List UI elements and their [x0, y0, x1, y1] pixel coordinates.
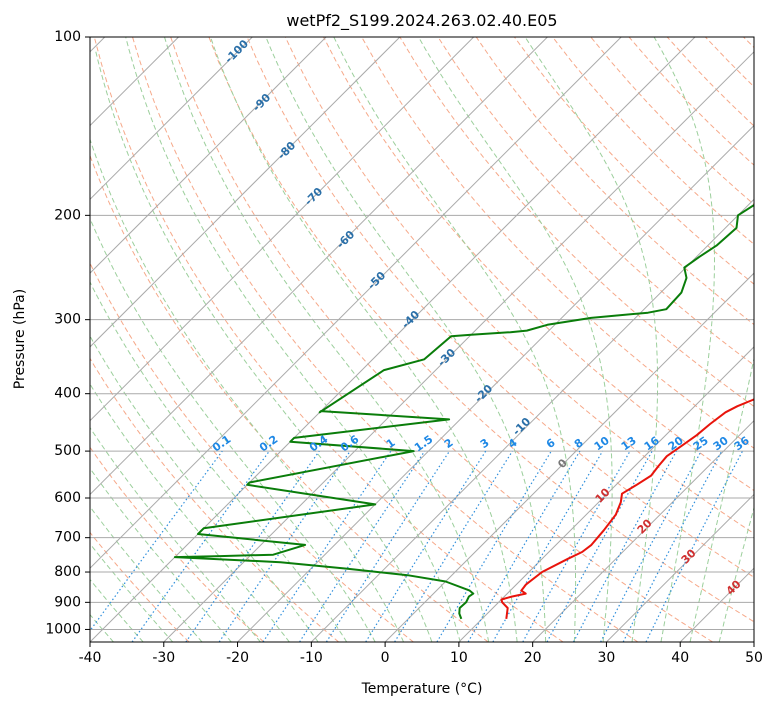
isotherm-line: [606, 493, 754, 642]
y-tick-label: 300: [54, 312, 81, 328]
x-tick-label: 0: [381, 650, 390, 666]
y-tick-label: 700: [54, 530, 81, 546]
mixing-ratio-line: [299, 450, 426, 642]
dry-adiabat-line: [284, 37, 754, 535]
background-lines: [90, 37, 754, 642]
moist-adiabat-line: [90, 542, 174, 642]
isotherm-line: [90, 37, 696, 642]
x-tick-label: 30: [598, 650, 616, 666]
dry-adiabat-line: [323, 37, 754, 492]
y-axis-label: Pressure (hPa): [12, 289, 28, 389]
y-tick-label: 1000: [45, 621, 81, 637]
moist-adiabat-line: [90, 578, 144, 642]
x-tick-label: -30: [152, 650, 175, 666]
isotherm-line: [90, 37, 253, 201]
x-tick-label: -20: [226, 650, 249, 666]
dewpoint-trace: [173, 203, 754, 620]
moist-adiabat-line: [524, 37, 659, 642]
isotherm-line: [90, 37, 401, 348]
mixing-ratio-line: [572, 450, 677, 642]
isotherm-line: [90, 37, 622, 569]
isotherm-line: [90, 37, 327, 274]
x-tick-label: 20: [524, 650, 542, 666]
moist-adiabat-line: [94, 49, 433, 642]
dry-adiabat-line: [132, 37, 639, 642]
mixing-ratio-line: [546, 450, 653, 642]
mixing-ratio-line: [325, 450, 450, 642]
moist-adiabat-line: [90, 137, 405, 642]
mixing-ratio-line: [522, 450, 631, 642]
x-tick-label: -10: [300, 650, 323, 666]
y-tick-label: 400: [54, 386, 81, 402]
moist-adiabat-line: [125, 37, 461, 642]
mixing-ratio-line: [394, 450, 513, 642]
dry-adiabat-line: [90, 154, 489, 642]
y-tick-label: 100: [54, 29, 81, 45]
y-tick-label: 900: [54, 594, 81, 610]
moist-adiabat-line: [90, 426, 261, 642]
moist-adiabat-line: [90, 217, 376, 642]
mixing-ratio-line: [262, 450, 392, 642]
dry-adiabat-line: [93, 37, 564, 642]
moist-adiabat-line: [333, 37, 577, 642]
sounding-traces: [173, 203, 754, 620]
temperature-trace: [500, 398, 754, 620]
moist-adiabat-line: [689, 356, 754, 642]
moist-adiabat-line: [653, 37, 715, 642]
isotherm-line: [310, 198, 754, 642]
moist-adiabat-line: [90, 280, 348, 642]
axis-ticks: -40 -30 -20 -10 0 10 20 30 40 50 100 200 300 400 500 60…: [45, 29, 763, 666]
x-tick-label: 40: [671, 650, 689, 666]
moist-adiabat-line: [718, 505, 754, 642]
isotherm-line: [532, 419, 754, 642]
moist-adiabat-line: [265, 37, 547, 642]
moist-adiabat-line: [90, 505, 203, 642]
y-tick-label: 500: [54, 443, 81, 459]
dry-adiabat-line: [437, 37, 754, 366]
y-tick-label: 800: [54, 564, 81, 580]
moist-adiabat-line: [418, 37, 613, 642]
isotherm-line: [90, 37, 548, 496]
mixing-ratio-line: [90, 450, 223, 632]
dry-adiabat-line: [90, 357, 339, 642]
dry-adiabat-line: [90, 446, 265, 642]
moist-adiabat-line: [210, 37, 518, 642]
mixing-ratio-line: [218, 450, 351, 642]
isotherm-line: [458, 346, 754, 642]
moist-adiabat-line: [90, 467, 232, 642]
mixing-ratio-line: [131, 450, 270, 642]
moist-adiabat-line: [164, 37, 490, 642]
plot-frame: [89, 36, 755, 643]
dry-adiabat-line: [208, 37, 754, 623]
y-tick-label: 200: [54, 207, 81, 223]
dry-adiabat-line: [90, 262, 414, 642]
mixing-ratio-line: [645, 450, 744, 642]
y-tick-label: 600: [54, 490, 81, 506]
x-tick-label: 10: [450, 650, 468, 666]
dry-adiabat-line: [90, 531, 190, 642]
isotherm-line: [90, 37, 475, 422]
x-tick-label: 50: [745, 650, 763, 666]
mixing-ratio-line: [185, 450, 320, 642]
isotherm-line: [237, 124, 754, 642]
isotherm-line: [384, 272, 754, 642]
x-axis-label: Temperature (°C): [361, 681, 483, 697]
chart-title: wetPf2_S199.2024.263.02.40.E05: [286, 11, 557, 31]
dry-adiabat-line: [170, 37, 713, 642]
x-tick-label: -40: [79, 650, 102, 666]
dry-adiabat-line: [361, 37, 754, 449]
